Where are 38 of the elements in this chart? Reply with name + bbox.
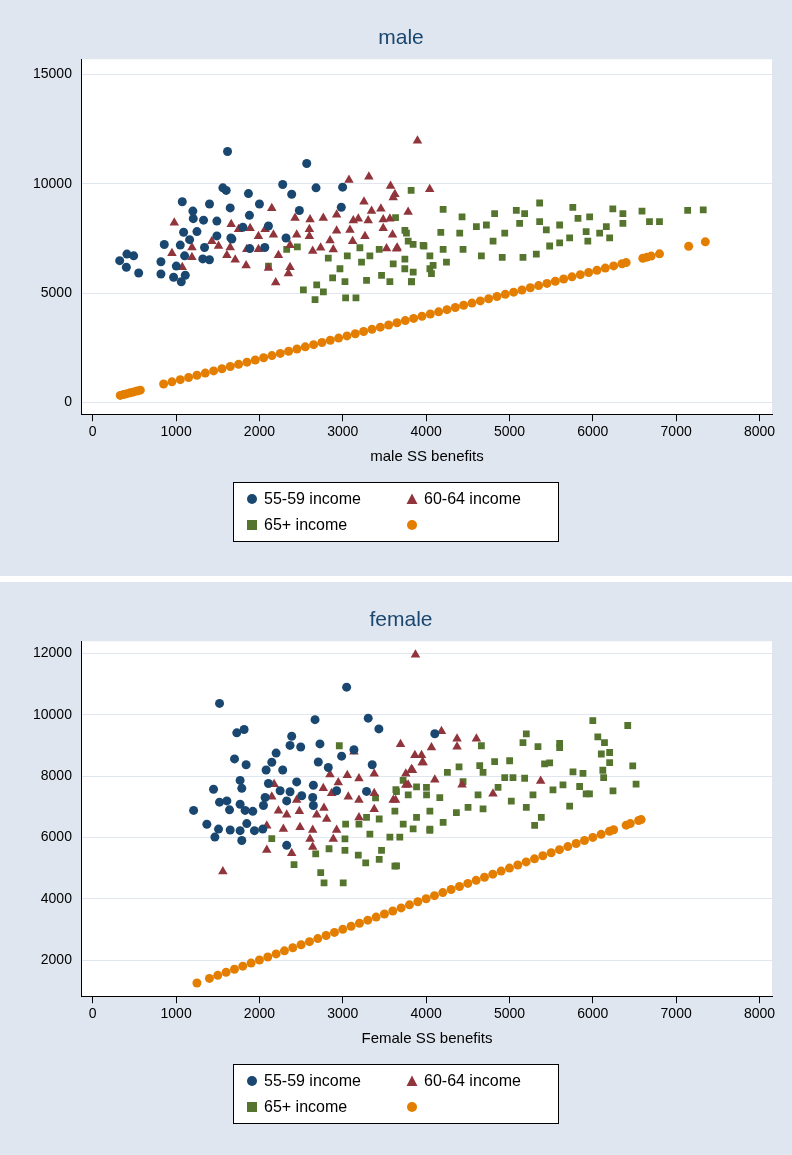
legend-label: 60-64 income [424,490,521,508]
y-tick-label: 5000 [40,284,73,301]
x-tick-label: 6000 [577,423,609,440]
x-tick-label: 7000 [660,1005,692,1022]
legend-label: 60-64 income [424,1072,521,1090]
x-tick-label: 4000 [410,423,442,440]
y-tick-label: 12000 [32,644,73,661]
x-tick-label: 2000 [243,423,276,440]
x-tick-label: 1000 [160,1005,192,1022]
y-tick-label: 4000 [40,889,73,906]
x-axis-title: Female SS benefits [361,1029,493,1047]
y-tick-label: 2000 [40,950,73,967]
y-tick-label: 15000 [32,65,73,82]
x-tick-label: 6000 [577,1005,609,1022]
legend-label: 65+ income [264,516,348,534]
x-tick-label: 8000 [743,423,776,440]
x-tick-label: 1000 [160,423,192,440]
legend-label: 55-59 income [264,490,361,508]
x-tick-label: 3000 [327,423,359,440]
x-tick-label: 3000 [327,1005,359,1022]
x-tick-label: 0 [88,1005,97,1022]
chart-title: male [378,25,424,49]
x-tick-label: 0 [88,423,97,440]
y-tick-label: 0 [64,393,73,410]
legend-label: 55-59 income [264,1072,361,1090]
x-tick-label: 2000 [243,1005,276,1022]
x-tick-label: 7000 [660,423,692,440]
y-tick-label: 10000 [32,705,73,722]
legend-label: 65+ income [264,1098,348,1116]
x-tick-label: 8000 [743,1005,776,1022]
x-axis-title: male SS benefits [370,447,484,465]
y-tick-label: 6000 [40,828,73,845]
chart-title: female [369,607,433,631]
y-tick-label: 10000 [32,174,73,191]
x-tick-label: 5000 [493,1005,526,1022]
x-tick-label: 5000 [493,423,526,440]
x-tick-label: 4000 [410,1005,442,1022]
y-tick-label: 8000 [40,766,73,783]
